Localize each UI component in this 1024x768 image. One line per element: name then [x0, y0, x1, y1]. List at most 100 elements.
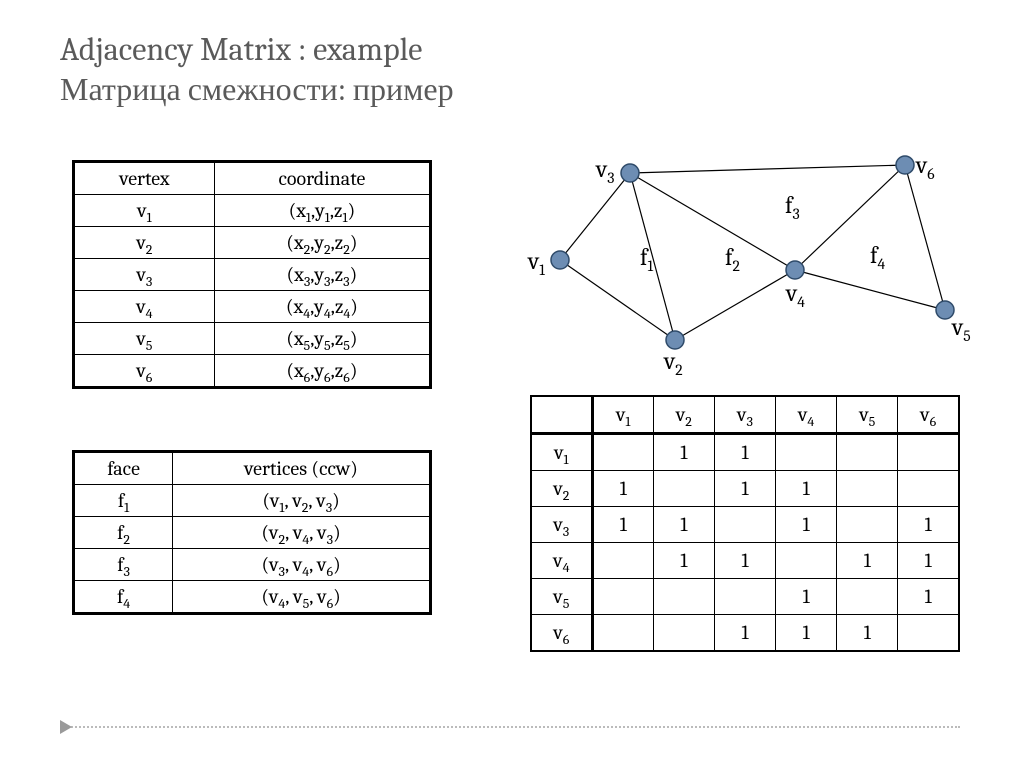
table-row: f2(v2, v4, v3)	[74, 517, 431, 549]
face-vertices-cell: (v3, v4, v6)	[173, 549, 431, 581]
graph-diagram: v1v2v3v4v5v6f1f2f3f4	[500, 145, 980, 375]
face-table: face vertices (ccw) f1(v1, v2, v3)f2(v2,…	[72, 450, 432, 615]
vertex-cell: v5	[74, 323, 215, 355]
adj-row-header: v2	[531, 471, 592, 507]
graph-node	[621, 164, 639, 182]
adj-cell: 1	[653, 507, 714, 543]
node-label: v1	[527, 247, 545, 279]
face-vertices-cell: (v4, v5, v6)	[173, 581, 431, 614]
face-cell: f4	[74, 581, 173, 614]
adj-row-header: v5	[531, 579, 592, 615]
vertex-cell: v2	[74, 227, 215, 259]
adjacency-matrix-table: v1v2v3v4v5v6v111v2111v31111v41111v511v61…	[530, 395, 960, 652]
adj-cell	[837, 471, 898, 507]
face-vertices-cell: (v2, v4, v3)	[173, 517, 431, 549]
adj-cell	[653, 471, 714, 507]
adj-row-header: v4	[531, 543, 592, 579]
adj-cell: 1	[776, 579, 837, 615]
adj-cell: 1	[898, 507, 959, 543]
adj-row-header: v1	[531, 434, 592, 471]
face-label: f3	[785, 191, 800, 223]
vertex-cell: v4	[74, 291, 215, 323]
table-row: v2(x2,y2,z2)	[74, 227, 431, 259]
table-row: v4(x4,y4,z4)	[74, 291, 431, 323]
node-label: v4	[785, 279, 805, 311]
face-label: f1	[640, 243, 654, 275]
graph-edge	[560, 173, 630, 260]
adj-cell: 1	[898, 543, 959, 579]
adj-col-header: v3	[714, 396, 775, 434]
adj-cell: 1	[776, 471, 837, 507]
vertex-cell: v6	[74, 355, 215, 388]
graph-edge	[795, 165, 905, 270]
face-cell: f3	[74, 549, 173, 581]
adj-cell: 1	[592, 507, 653, 543]
adj-cell	[714, 579, 775, 615]
adj-cell	[653, 615, 714, 652]
coordinate-cell: (x5,y5,z5)	[214, 323, 430, 355]
graph-edge	[630, 165, 905, 173]
adj-cell: 1	[898, 579, 959, 615]
coordinate-cell: (x3,y3,z3)	[214, 259, 430, 291]
adj-row-header: v3	[531, 507, 592, 543]
graph-edge	[905, 165, 945, 310]
adj-cell: 1	[837, 615, 898, 652]
footer-divider	[60, 726, 960, 728]
table-row: f1(v1, v2, v3)	[74, 485, 431, 517]
adj-cell	[714, 507, 775, 543]
adj-col-header: v5	[837, 396, 898, 434]
adj-cell: 1	[776, 615, 837, 652]
adj-cell	[898, 471, 959, 507]
coordinate-cell: (x4,y4,z4)	[214, 291, 430, 323]
adj-cell	[776, 543, 837, 579]
face-cell: f1	[74, 485, 173, 517]
adj-cell	[837, 579, 898, 615]
adj-cell	[653, 579, 714, 615]
adj-col-header: v1	[592, 396, 653, 434]
table-row: v3(x3,y3,z3)	[74, 259, 431, 291]
vertex-table: vertex coordinate v1(x1,y1,z1)v2(x2,y2,z…	[72, 160, 432, 389]
vertex-cell: v1	[74, 195, 215, 227]
title-line-2: Матрица смежности: пример	[60, 70, 454, 110]
table-row: f3(v3, v4, v6)	[74, 549, 431, 581]
face-cell: f2	[74, 517, 173, 549]
title-line-1: Adjacency Matrix : example	[60, 30, 454, 70]
coordinate-cell: (x6,y6,z6)	[214, 355, 430, 388]
vertex-cell: v3	[74, 259, 215, 291]
face-vertices-cell: (v1, v2, v3)	[173, 485, 431, 517]
adj-cell	[837, 507, 898, 543]
adj-cell	[592, 579, 653, 615]
node-label: v6	[915, 151, 935, 183]
graph-edge	[675, 270, 795, 340]
vertices-col-header: vertices (ccw)	[173, 452, 431, 485]
graph-edge	[560, 260, 675, 340]
table-row: v6(x6,y6,z6)	[74, 355, 431, 388]
graph-node	[896, 156, 914, 174]
adj-cell	[776, 434, 837, 471]
node-label: v2	[663, 347, 683, 375]
adj-col-header: v6	[898, 396, 959, 434]
coordinate-col-header: coordinate	[214, 162, 430, 195]
node-label: v5	[951, 313, 971, 345]
face-label: f2	[725, 243, 740, 275]
adj-cell: 1	[653, 434, 714, 471]
slide-title: Adjacency Matrix : example Матрица смежн…	[60, 30, 454, 110]
adj-col-header: v4	[776, 396, 837, 434]
vertex-col-header: vertex	[74, 162, 215, 195]
adj-cell	[592, 434, 653, 471]
adj-cell: 1	[714, 471, 775, 507]
graph-edge	[630, 173, 795, 270]
graph-edge	[795, 270, 945, 310]
coordinate-cell: (x1,y1,z1)	[214, 195, 430, 227]
adj-cell: 1	[837, 543, 898, 579]
coordinate-cell: (x2,y2,z2)	[214, 227, 430, 259]
graph-node	[551, 251, 569, 269]
adj-cell	[837, 434, 898, 471]
face-label: f4	[870, 241, 886, 273]
table-row: f4(v4, v5, v6)	[74, 581, 431, 614]
adj-col-header: v2	[653, 396, 714, 434]
adj-cell: 1	[653, 543, 714, 579]
adj-cell: 1	[714, 543, 775, 579]
table-row: v5(x5,y5,z5)	[74, 323, 431, 355]
adj-row-header: v6	[531, 615, 592, 652]
